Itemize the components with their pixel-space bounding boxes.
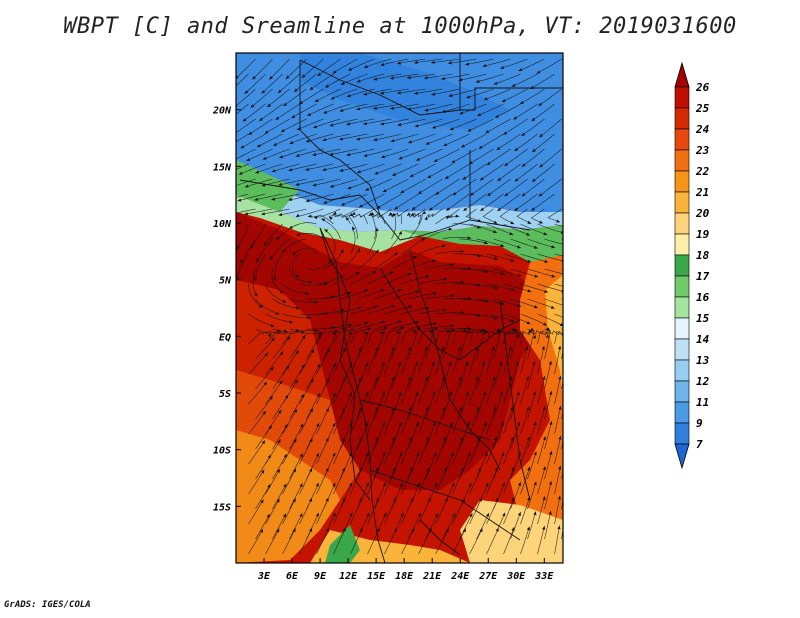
colorbar-swatch: [674, 191, 690, 214]
region-east-highlands-light: [545, 275, 563, 400]
colorbar-swatch: [674, 233, 690, 256]
colorbar-label: 25: [695, 102, 710, 115]
colorbar: 26 25 24 23 22 21 20 19 18 17 16 15 14 13 12 11 9 7: [674, 61, 710, 470]
colorbar-swatch: [674, 359, 690, 382]
colorbar-swatch: [674, 296, 690, 319]
x-tick-label: 27E: [478, 571, 498, 582]
border-line: [299, 59, 461, 116]
colorbar-swatch: [674, 338, 690, 361]
y-tick-label: 5N: [219, 276, 232, 287]
streamlines: [236, 58, 563, 555]
colorbar-label: 23: [695, 144, 710, 157]
colorbar-label: 18: [696, 249, 710, 262]
y-tick-label: EQ: [219, 332, 231, 343]
colorbar-swatch: [674, 380, 690, 403]
y-tick-label: 20N: [212, 106, 232, 117]
x-tick-label: 33E: [534, 571, 554, 582]
x-tick-label: 18E: [395, 571, 414, 582]
border-line: [319, 227, 371, 501]
credit-label: GrADS: IGES/COLA: [4, 600, 91, 610]
colorbar-label: 19: [696, 228, 710, 241]
colorbar-label: 13: [696, 354, 710, 367]
region-southeast-yellow: [460, 500, 563, 563]
map-frame: [235, 52, 564, 564]
colorbar-swatch: [674, 149, 690, 172]
country-borders: [239, 53, 563, 563]
x-tick-label: 21E: [422, 571, 442, 582]
y-tick-label: 10S: [213, 446, 231, 457]
colorbar-label: 24: [695, 123, 710, 136]
border-line: [359, 399, 491, 441]
streamline-arrowheads: [236, 60, 563, 533]
colorbar-swatch: [674, 107, 690, 130]
colorbar-label: 16: [696, 291, 710, 304]
colorbar-swatch: [674, 254, 690, 277]
x-tick-label: 3E: [257, 571, 271, 582]
x-tick-label: 24E: [450, 571, 470, 582]
region-transition-green: [236, 160, 563, 262]
colorbar-cap-bottom: [674, 443, 690, 470]
border-line: [369, 469, 521, 541]
colorbar-swatch: [674, 401, 690, 424]
colorbar-swatch: [674, 422, 690, 445]
border-line: [379, 267, 521, 361]
region-southwest-orange: [236, 430, 340, 563]
colorbar-label: 26: [695, 81, 710, 94]
colorbar-swatch: [674, 128, 690, 151]
colorbar-label: 20: [695, 207, 710, 220]
x-tick-label: 9E: [314, 571, 327, 582]
colorbar-label: 21: [695, 186, 709, 199]
border-line: [239, 179, 471, 241]
border-line: [409, 249, 501, 471]
y-tick-label: 15S: [213, 502, 231, 513]
y-tick-label: 5S: [219, 389, 231, 400]
colorbar-label: 11: [696, 396, 709, 409]
region-transition-light: [236, 195, 420, 252]
axes: 3E 6E 9E 12E 15E 18E 21E 24E 27E 30E 33E 20N 15N 10N 5…: [212, 106, 554, 582]
colorbar-label: 12: [696, 375, 710, 388]
x-tick-label: 12E: [339, 571, 358, 582]
region-ocean-warm: [236, 280, 330, 400]
colorbar-label: 14: [696, 333, 710, 346]
y-tick-label: 10N: [213, 219, 232, 230]
colorbar-label: 17: [696, 270, 710, 283]
colorbar-swatch: [674, 86, 690, 109]
colorbar-label: 7: [696, 438, 703, 451]
border-line: [299, 60, 381, 216]
colorbar-label: 15: [696, 312, 710, 325]
colorbar-cap-top: [674, 61, 690, 88]
colorbar-label: 22: [695, 165, 710, 178]
x-tick-label: 15E: [367, 571, 386, 582]
y-tick-label: 15N: [213, 162, 232, 173]
colorbar-swatch: [674, 275, 690, 298]
colorbar-label: 9: [696, 417, 703, 430]
colorbar-swatch: [674, 317, 690, 340]
x-tick-label: 30E: [506, 571, 526, 582]
chart-title: WBPT [C] and Sreamline at 1000hPa, VT: 2…: [63, 14, 737, 39]
coastline: [319, 227, 386, 563]
border-line: [499, 299, 531, 501]
border-line: [459, 53, 563, 111]
streamline-paths: [236, 58, 563, 555]
border-line: [469, 150, 531, 231]
border-line: [419, 519, 461, 556]
colorbar-swatch: [674, 212, 690, 235]
colorbar-swatch: [674, 170, 690, 193]
x-tick-label: 6E: [286, 571, 299, 582]
